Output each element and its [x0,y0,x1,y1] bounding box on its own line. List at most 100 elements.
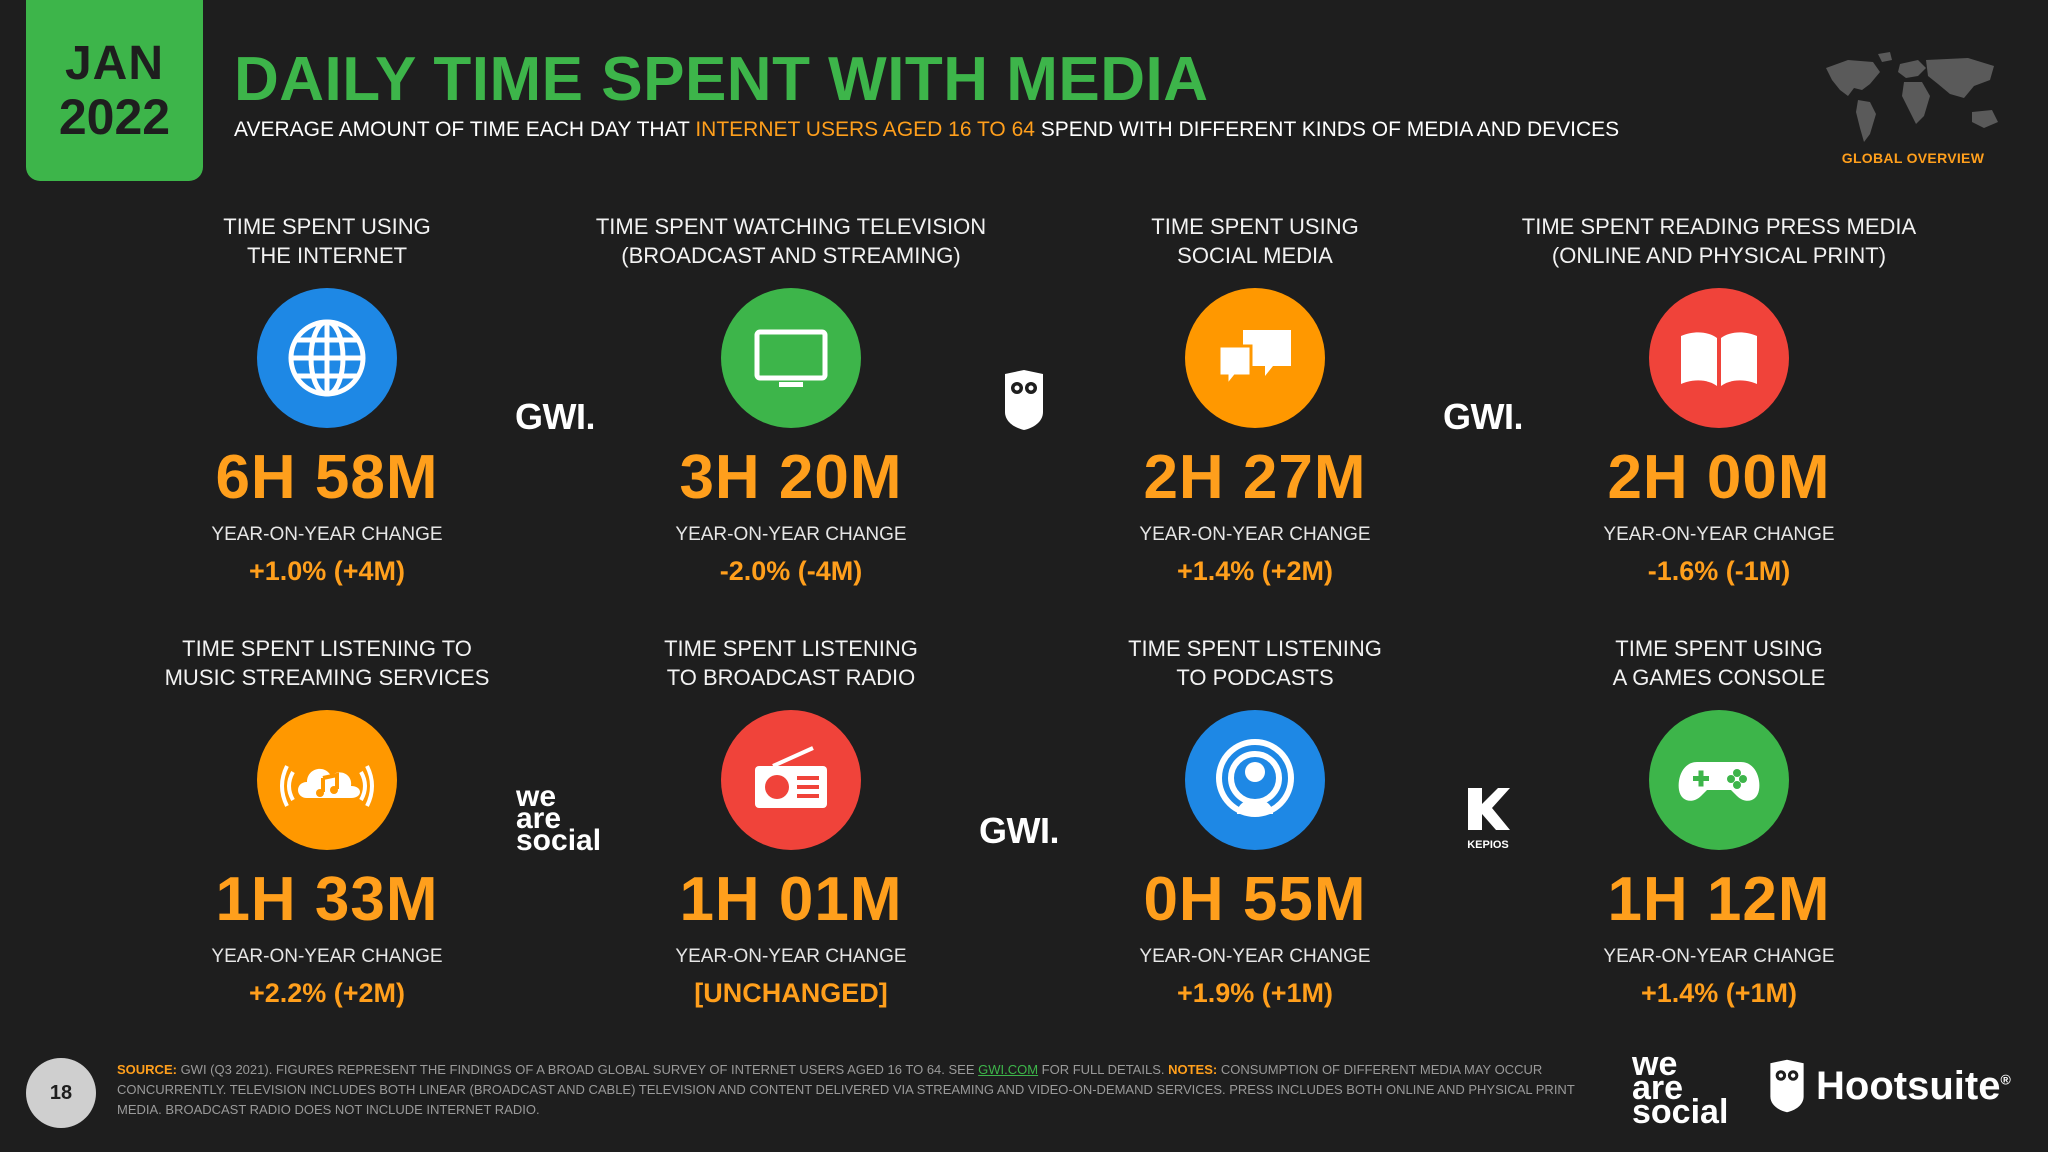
metric-label: TIME SPENT USING THE INTERNET [127,212,527,272]
yoy-value: -1.6% (-1M) [1647,556,1791,586]
yoy-value: +1.9% (+1M) [1176,978,1334,1008]
world-map-icon [1826,52,1998,142]
notes-key: NOTES: [1168,1062,1218,1077]
radio-icon [721,710,861,850]
metric-value: 1H 12M [1607,865,1831,934]
metric-label: TIME SPENT WATCHING TELEVISION (BROADCAS… [591,212,991,272]
metric-value: 1H 01M [679,865,903,934]
metric-label-line-2: TO PODCASTS [1176,665,1334,690]
yoy-label: YEAR-ON-YEAR CHANGE [675,946,907,967]
metric-label-line-1: TIME SPENT LISTENING TO [182,636,472,661]
gwi-logo: GWI. [1443,396,1523,437]
metric-label: TIME SPENT LISTENING TO MUSIC STREAMING … [127,634,527,694]
metric-label-line-2: THE INTERNET [246,243,408,268]
notes-text: CONSUMPTION OF DIFFERENT MEDIA MAY OCCUR… [117,1062,1575,1117]
globe-icon [257,288,397,428]
hootsuite-owl-icon [1770,1059,1804,1113]
gwi-logo: GWI. [515,396,595,437]
metric-label-line-1: TIME SPENT USING [1615,636,1823,661]
television-icon [721,288,861,428]
kepios-label: KEPIOS [1467,839,1509,851]
metric-card-social-media: TIME SPENT USING SOCIAL MEDIA 2H 27M YEA… [1055,212,1455,587]
hootsuite-name: Hootsuite [1816,1063,2001,1108]
yoy-label: YEAR-ON-YEAR CHANGE [1603,946,1835,967]
page-subtitle: AVERAGE AMOUNT OF TIME EACH DAY THAT INT… [234,118,1619,142]
metric-label: TIME SPENT USING SOCIAL MEDIA [1055,212,1455,272]
metric-value: 6H 58M [215,443,439,512]
gwi-link[interactable]: GWI.COM [978,1062,1039,1077]
yoy-label: YEAR-ON-YEAR CHANGE [675,524,907,545]
metric-card-press-media: TIME SPENT READING PRESS MEDIA (ONLINE A… [1519,212,1919,587]
yoy-value: -2.0% (-4M) [719,556,863,586]
registered-mark: ® [2000,1071,2011,1088]
logo-line: are [516,802,562,835]
metric-value: 0H 55M [1143,865,1367,934]
hootsuite-footer-logo: Hootsuite® [1766,1058,2011,1114]
metric-label: TIME SPENT READING PRESS MEDIA (ONLINE A… [1519,212,1919,272]
yoy-value: +1.0% (+4M) [248,556,406,586]
subtitle-pre: AVERAGE AMOUNT OF TIME EACH DAY THAT [234,118,696,141]
metric-card-podcasts: TIME SPENT LISTENING TO PODCASTS 0H 55M … [1055,634,1455,1009]
metric-label-line-2: (BROADCAST AND STREAMING) [621,243,961,268]
gamepad-icon [1649,710,1789,850]
metric-label-line-2: MUSIC STREAMING SERVICES [164,665,490,690]
metric-value: 3H 20M [679,443,903,512]
metric-label-line-2: A GAMES CONSOLE [1612,665,1826,690]
yoy-value: +2.2% (+2M) [248,978,406,1008]
metric-card-television: TIME SPENT WATCHING TELEVISION (BROADCAS… [591,212,991,587]
podcast-icon [1185,710,1325,850]
logo-line: we [516,780,557,813]
yoy-label: YEAR-ON-YEAR CHANGE [211,946,443,967]
source-after: FOR FULL DETAILS. [1038,1062,1169,1077]
hootsuite-wordmark: Hootsuite® [1816,1064,2011,1109]
yoy-value: +1.4% (+1M) [1640,978,1798,1008]
metric-card-broadcast-radio: TIME SPENT LISTENING TO BROADCAST RADIO … [591,634,991,1009]
date-badge: JAN 2022 [26,0,203,181]
logo-line: social [516,824,602,857]
metric-value: 2H 00M [1607,443,1831,512]
yoy-label: YEAR-ON-YEAR CHANGE [1139,524,1371,545]
footer-notes: SOURCE: GWI (Q3 2021). FIGURES REPRESENT… [117,1060,1597,1120]
metric-value: 1H 33M [215,865,439,934]
subtitle-post: SPEND WITH DIFFERENT KINDS OF MEDIA AND … [1034,118,1620,141]
we-are-social-logo: we are social [516,780,602,857]
hootsuite-owl-icon [1005,370,1043,430]
source-key: SOURCE: [117,1062,177,1077]
open-book-icon [1649,288,1789,428]
source-text: GWI (Q3 2021). FIGURES REPRESENT THE FIN… [176,1062,979,1077]
metric-label: TIME SPENT LISTENING TO PODCASTS [1055,634,1455,694]
badge-year: 2022 [58,88,171,145]
metric-label-line-1: TIME SPENT USING [223,214,431,239]
metric-label-line-1: TIME SPENT WATCHING TELEVISION [595,214,987,239]
badge-month: JAN [64,36,165,90]
metric-card-internet: TIME SPENT USING THE INTERNET 6H 58M YEA… [127,212,527,587]
subtitle-highlight: INTERNET USERS AGED 16 TO 64 [695,118,1035,141]
logo-line: social [1632,1093,1729,1131]
metric-label-line-2: TO BROADCAST RADIO [666,665,916,690]
page-title: DAILY TIME SPENT WITH MEDIA [234,45,1209,114]
chat-bubbles-icon [1185,288,1325,428]
logo-line: we [1632,1045,1678,1083]
gwi-logo: GWI. [979,810,1059,851]
yoy-value: [UNCHANGED] [694,978,888,1008]
metric-label-line-2: (ONLINE AND PHYSICAL PRINT) [1551,243,1887,268]
yoy-value: +1.4% (+2M) [1176,556,1334,586]
we-are-social-footer-logo: we are social [1632,1045,1729,1131]
metric-card-games-console: TIME SPENT USING A GAMES CONSOLE 1H 12M … [1519,634,1919,1009]
metric-label: TIME SPENT USING A GAMES CONSOLE [1519,634,1919,694]
metric-card-music-streaming: TIME SPENT LISTENING TO MUSIC STREAMING … [127,634,527,1009]
metric-label: TIME SPENT LISTENING TO BROADCAST RADIO [591,634,991,694]
yoy-label: YEAR-ON-YEAR CHANGE [1139,946,1371,967]
metric-label-line-1: TIME SPENT READING PRESS MEDIA [1521,214,1917,239]
kepios-logo: KEPIOS [1464,786,1512,851]
metric-label-line-1: TIME SPENT USING [1151,214,1359,239]
logo-line: are [1632,1069,1684,1107]
kepios-k-icon [1468,788,1510,830]
page-number: 18 [26,1058,96,1128]
global-overview-label: GLOBAL OVERVIEW [1841,150,1985,166]
metric-value: 2H 27M [1143,443,1367,512]
metric-label-line-1: TIME SPENT LISTENING [1128,636,1382,661]
metric-label-line-2: SOCIAL MEDIA [1177,243,1333,268]
yoy-label: YEAR-ON-YEAR CHANGE [211,524,443,545]
metric-label-line-1: TIME SPENT LISTENING [664,636,918,661]
